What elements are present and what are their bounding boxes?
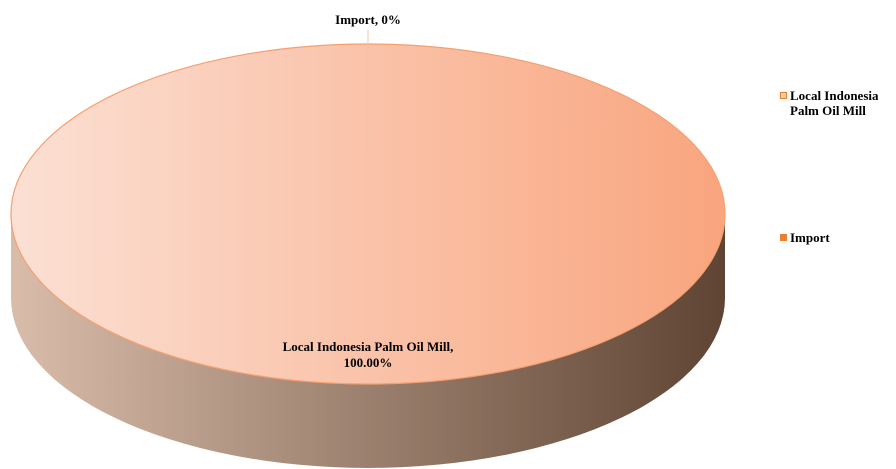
data-label-local-mill: Local Indonesia Palm Oil Mill, [283,339,454,354]
data-label-local-mill-value: 100.00% [344,355,393,370]
legend-swatch-import [780,234,787,241]
legend-item-local-mill: Local Indonesia Palm Oil Mill [780,88,896,118]
pie-side-local-mill [11,214,725,468]
legend-label-import: Import [790,230,830,245]
legend-label-local-mill-line2: Palm Oil Mill [790,103,866,118]
legend-label-local-mill-line1: Local Indonesia [790,88,879,103]
legend-swatch-local-mill [780,92,787,99]
legend-item-import: Import [780,230,896,245]
data-label-import: Import, 0% [335,12,401,27]
